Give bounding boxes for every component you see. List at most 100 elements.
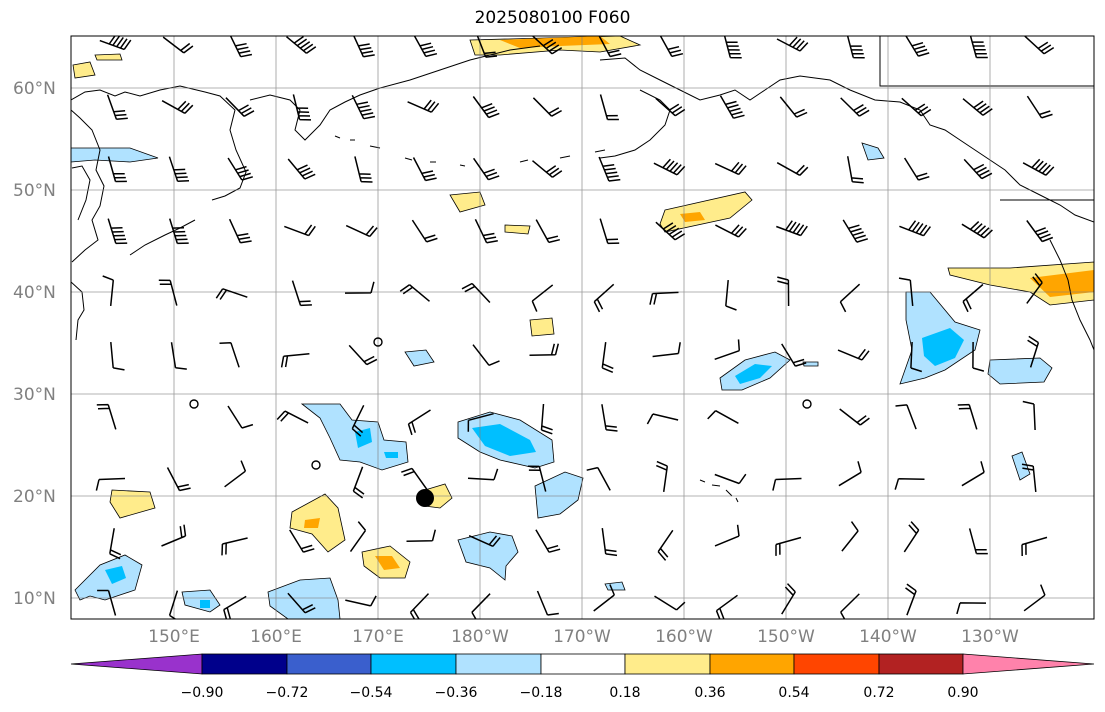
- colorbar-extend-high: [962, 653, 1095, 675]
- wind-barb: [467, 412, 494, 432]
- wind-barb: [227, 405, 254, 429]
- wind-barb: [776, 220, 808, 237]
- negative-anomaly-area: [987, 357, 1053, 385]
- wind-barb: [413, 36, 438, 58]
- wind-barb: [472, 96, 500, 119]
- gridlines: [71, 36, 1094, 619]
- wind-barb: [593, 584, 615, 612]
- shaded-anomaly-fields: [71, 36, 1094, 619]
- wind-barb: [714, 524, 740, 547]
- negative-anomaly-area: [267, 577, 341, 619]
- wind-barb: [168, 156, 190, 183]
- calm-circle: [802, 399, 812, 409]
- wind-barb: [407, 409, 431, 436]
- wind-barb: [353, 36, 375, 58]
- wind-barb: [535, 219, 560, 244]
- wind-barb: [905, 36, 930, 57]
- wind-barb: [655, 221, 686, 241]
- wind-barb: [903, 521, 920, 553]
- wind-barb: [219, 341, 240, 368]
- colorbar-tick-label: 0.54: [778, 685, 809, 701]
- wind-barb: [407, 99, 440, 113]
- map-title: 2025080100 F060: [474, 8, 631, 28]
- wind-barb: [99, 36, 132, 51]
- wind-barb: [903, 157, 930, 181]
- plot-frame: [70, 35, 1095, 620]
- wind-barb: [714, 339, 741, 361]
- wind-barb: [707, 410, 739, 424]
- wind-barb: [106, 94, 128, 120]
- wind-barb: [894, 477, 925, 490]
- wind-barb: [838, 461, 862, 487]
- wind-barb: [531, 284, 554, 312]
- wind-barb: [532, 36, 563, 55]
- wind-barb: [714, 161, 747, 176]
- wind-barb: [291, 280, 312, 307]
- wind-barb: [654, 595, 686, 611]
- lon-label: 170°W: [553, 627, 611, 647]
- wind-barb: [956, 602, 987, 615]
- wind-barb: [472, 344, 500, 366]
- lon-label: 160°W: [655, 627, 713, 647]
- colorbar-tick-label: 0.90: [947, 685, 978, 701]
- wind-barb: [406, 529, 437, 542]
- colorbar-segment: [878, 653, 964, 675]
- colorbar-segment: [709, 653, 795, 675]
- wind-barb: [846, 36, 865, 59]
- wind-barb: [280, 353, 310, 368]
- wind-barb: [345, 595, 377, 607]
- wind-barb: [1022, 158, 1055, 176]
- wind-barb: [349, 521, 367, 553]
- calm-circle: [311, 460, 321, 470]
- wind-barb: [527, 465, 547, 492]
- colorbar-segment: [793, 653, 880, 675]
- wind-barb: [97, 589, 117, 616]
- wind-barb: [961, 221, 993, 239]
- wind-barb: [1026, 273, 1043, 304]
- wind-barb: [536, 590, 559, 616]
- wind-barb: [467, 468, 499, 481]
- colorbar-tick-label: −0.72: [266, 685, 309, 701]
- wind-barb: [412, 157, 437, 182]
- lon-label: 160°E: [250, 627, 302, 647]
- wind-barb: [659, 36, 684, 58]
- wind-barb: [1024, 36, 1055, 55]
- wind-barb: [599, 218, 620, 245]
- wind-barb: [719, 95, 745, 119]
- wind-barb: [714, 473, 747, 485]
- wind-barb: [725, 280, 737, 311]
- wind-barb: [168, 218, 189, 245]
- negative-anomaly-area: [300, 403, 409, 471]
- wind-barb: [775, 536, 802, 556]
- positive-anomaly-area: [504, 224, 531, 235]
- wind-barb: [95, 477, 126, 491]
- wind-barb: [905, 583, 917, 616]
- wind-barb: [535, 529, 561, 553]
- lon-label: 150°E: [148, 627, 200, 647]
- colorbar-labels: −0.90 −0.72 −0.54 −0.36 −0.18 0.18 0.36 …: [181, 685, 979, 701]
- negative-anomaly-core: [922, 328, 964, 366]
- wind-barb: [472, 157, 500, 181]
- wind-barb: [653, 158, 686, 176]
- positive-anomaly-area: [94, 53, 123, 61]
- wind-barb: [723, 36, 742, 59]
- colorbar-segment: [201, 653, 288, 675]
- wind-barb: [1026, 220, 1054, 243]
- wind-barb: [601, 528, 618, 557]
- wind-barb: [227, 157, 254, 181]
- wind-barb: [898, 277, 914, 306]
- longitude-labels: 150°E 160°E 170°E 180°W 170°W 160°W 150°…: [148, 627, 1019, 647]
- wind-barb: [162, 36, 194, 54]
- wind-barb: [777, 276, 790, 307]
- wind-barb: [586, 466, 611, 491]
- wind-barb: [601, 404, 618, 432]
- wind-barb: [968, 528, 988, 555]
- wind-barb: [598, 36, 622, 58]
- wind-barb: [593, 283, 615, 313]
- colorbar-tick-label: −0.90: [181, 685, 224, 701]
- wind-barb: [961, 461, 985, 487]
- wind-barb: [901, 97, 932, 117]
- wind-barb: [225, 97, 255, 117]
- wind-barb: [1021, 463, 1037, 492]
- wind-barb: [276, 410, 309, 424]
